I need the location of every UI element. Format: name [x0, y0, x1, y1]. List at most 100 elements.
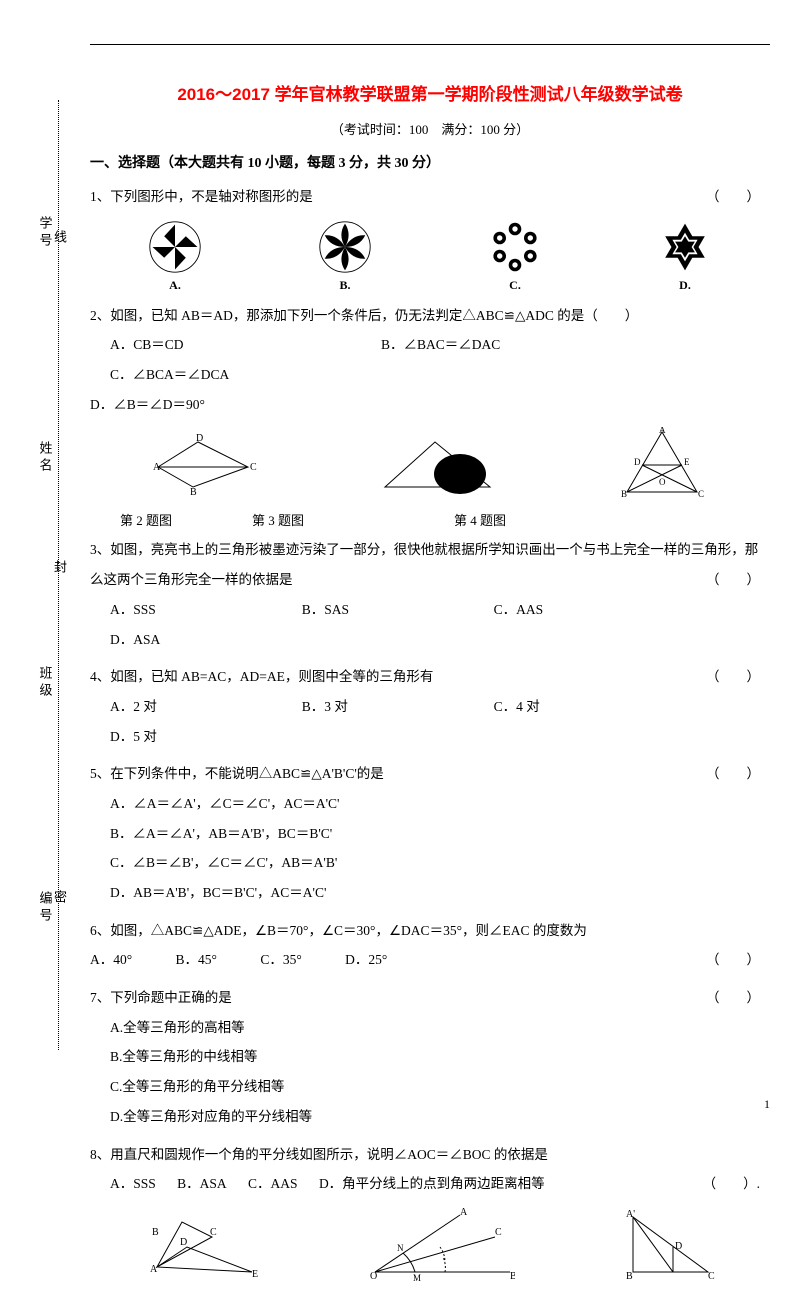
q1-fig-c: C.: [488, 220, 542, 293]
seal-xian: 线: [50, 230, 69, 243]
svg-text:C: C: [210, 1227, 217, 1238]
svg-text:A': A': [626, 1209, 635, 1220]
q6-paren: （ ）: [706, 945, 760, 975]
q3-inkblot-figure: [375, 432, 495, 497]
q2-opt-a: A．CB＝CD: [110, 330, 341, 360]
q1-fig-d: D.: [658, 220, 712, 293]
q1-figures: A. B.: [90, 220, 770, 293]
q3-opt-b: B．SAS: [302, 595, 454, 625]
q2-fig-labels: 第 2 题图 第 3 题图 第 4 题图: [90, 510, 770, 529]
seal-mi: 密: [50, 890, 69, 903]
svg-text:A: A: [153, 462, 161, 473]
q2-opt-d: D．∠B＝∠D＝90°: [90, 397, 205, 412]
q3-opt-d: D．ASA: [110, 625, 262, 655]
side-label-banji: 班级: [36, 666, 55, 700]
svg-text:A: A: [460, 1207, 468, 1218]
svg-text:B: B: [152, 1227, 159, 1238]
section-1-header: 一、选择题（本大题共有 10 小题，每题 3 分，共 30 分）: [90, 152, 770, 172]
question-4: 4、如图，已知 AB=AC，AD=AE，则图中全等的三角形有 （ ） A．2 对…: [90, 662, 770, 751]
q8-paren: （ ）.: [703, 1169, 760, 1199]
top-rule: [90, 44, 770, 45]
svg-text:O: O: [659, 477, 666, 487]
svg-text:C: C: [708, 1271, 715, 1282]
q5-opt-a: A．∠A＝∠A'，∠C＝∠C'，AC＝A'C': [110, 789, 427, 819]
q5-opt-c: C．∠B＝∠B'，∠C＝∠C'，AB＝A'B': [110, 848, 427, 878]
q8-opt-c: C．AAS: [248, 1176, 298, 1191]
q1-paren: （ ）: [706, 182, 760, 212]
svg-text:C: C: [495, 1227, 502, 1238]
q4-opt-b: B．3 对: [302, 692, 454, 722]
q5-opt-b: B．∠A＝∠A'，AB＝A'B'，BC＝B'C': [110, 819, 427, 849]
q6-opt-d: D．25°: [345, 952, 387, 967]
question-8: 8、用直尺和圆规作一个角的平分线如图所示，说明∠AOC＝∠BOC 的依据是 A．…: [90, 1140, 770, 1199]
q7-opt-d: D.全等三角形对应角的平分线相等: [110, 1102, 427, 1132]
q-right-triangle-figure: A' B C D: [618, 1207, 718, 1282]
q8-opt-a: A．SSS: [110, 1176, 156, 1191]
svg-text:D: D: [180, 1237, 187, 1248]
q2-opt-c: C．∠BCA＝∠DCA: [110, 360, 275, 390]
svg-text:A: A: [659, 427, 666, 435]
q3-opt-c: C．AAS: [494, 595, 646, 625]
question-6: 6、如图，△ABC≌△ADE，∠B＝70°，∠C＝30°，∠DAC＝35°，则∠…: [90, 916, 770, 975]
q8-bisector-figure: O A B C M N: [365, 1207, 515, 1282]
q7-opt-c: C.全等三角形的角平分线相等: [110, 1072, 427, 1102]
q2-triangle-figure: A D C B: [148, 432, 258, 497]
q5-text: 5、在下列条件中，不能说明△ABC≌△A'B'C'的是: [90, 766, 384, 781]
q3-text: 3、如图，亮亮书上的三角形被墨迹污染了一部分，很快他就根据所学知识画出一个与书上…: [90, 542, 758, 587]
svg-text:D: D: [634, 457, 641, 467]
side-label-xingming: 姓名: [36, 441, 55, 475]
q1-fig-b: B.: [318, 220, 372, 293]
svg-text:C: C: [250, 462, 257, 473]
svg-text:A: A: [150, 1264, 158, 1275]
q4-opt-a: A．2 对: [110, 692, 262, 722]
svg-text:B: B: [621, 489, 627, 499]
q2-text: 2、如图，已知 AB＝AD，那添加下列一个条件后，仍无法判定△ABC≌△ADC …: [90, 308, 638, 323]
page-number: 1: [764, 1097, 770, 1112]
q4-opt-d: D．5 对: [110, 722, 262, 752]
question-5: 5、在下列条件中，不能说明△ABC≌△A'B'C'的是 （ ） A．∠A＝∠A'…: [90, 759, 770, 907]
q6-figure: A B C D E: [142, 1207, 262, 1282]
svg-text:B: B: [626, 1271, 633, 1282]
q6-text: 6、如图，△ABC≌△ADE，∠B＝70°，∠C＝30°，∠DAC＝35°，则∠…: [90, 923, 587, 938]
q6-opt-c: C．35°: [260, 952, 301, 967]
q3-opt-a: A．SSS: [110, 595, 262, 625]
q3-paren: （ ）: [706, 565, 760, 595]
exam-subtitle: （考试时间：100 满分：100 分）: [90, 119, 770, 138]
q7-text: 7、下列命题中正确的是: [90, 990, 232, 1005]
seal-feng: 封: [50, 560, 69, 573]
q6-opt-b: B．45°: [176, 952, 217, 967]
q4-paren: （ ）: [706, 662, 760, 692]
svg-text:C: C: [698, 489, 704, 499]
question-3: 3、如图，亮亮书上的三角形被墨迹污染了一部分，很快他就根据所学知识画出一个与书上…: [90, 535, 770, 654]
svg-text:D: D: [196, 433, 203, 444]
q7-paren: （ ）: [706, 983, 760, 1013]
snowflake-icon: [488, 220, 542, 274]
q7-opt-a: A.全等三角形的高相等: [110, 1013, 427, 1043]
svg-text:B: B: [510, 1271, 515, 1282]
q2-figures: A D C B A D E B C O: [90, 427, 770, 502]
svg-text:B: B: [190, 487, 197, 497]
q8-opt-b: B．ASA: [177, 1176, 227, 1191]
q8-opt-d: D．角平分线上的点到角两边距离相等: [319, 1176, 545, 1191]
pinwheel-icon: [148, 220, 202, 274]
question-7: 7、下列命题中正确的是 （ ） A.全等三角形的高相等 B.全等三角形的中线相等…: [90, 983, 770, 1131]
q4-triangle-figure: A D E B C O: [612, 427, 712, 502]
svg-text:E: E: [684, 457, 690, 467]
svg-text:O: O: [370, 1271, 377, 1282]
question-1: 1、下列图形中，不是轴对称图形的是 （ ）: [90, 182, 770, 212]
main-content: 2016～2017 学年官林教学联盟第一学期阶段性测试八年级数学试卷 （考试时间…: [90, 80, 770, 1290]
svg-text:E: E: [252, 1269, 258, 1280]
q7-opt-b: B.全等三角形的中线相等: [110, 1042, 427, 1072]
q4-text: 4、如图，已知 AB=AC，AD=AE，则图中全等的三角形有: [90, 669, 433, 684]
svg-text:M: M: [413, 1273, 421, 1282]
q5-paren: （ ）: [706, 759, 760, 789]
star-of-david-icon: [658, 220, 712, 274]
q6-opt-a: A．40°: [90, 952, 132, 967]
exam-title: 2016～2017 学年官林教学联盟第一学期阶段性测试八年级数学试卷: [90, 80, 770, 105]
q8-figures: A B C D E O A B C M N A' B C D: [90, 1207, 770, 1282]
svg-text:N: N: [397, 1243, 404, 1253]
q4-opt-c: C．4 对: [494, 692, 646, 722]
question-2: 2、如图，已知 AB＝AD，那添加下列一个条件后，仍无法判定△ABC≌△ADC …: [90, 301, 770, 420]
q5-opt-d: D．AB＝A'B'，BC＝B'C'，AC＝A'C': [110, 878, 427, 908]
flower-icon: [318, 220, 372, 274]
